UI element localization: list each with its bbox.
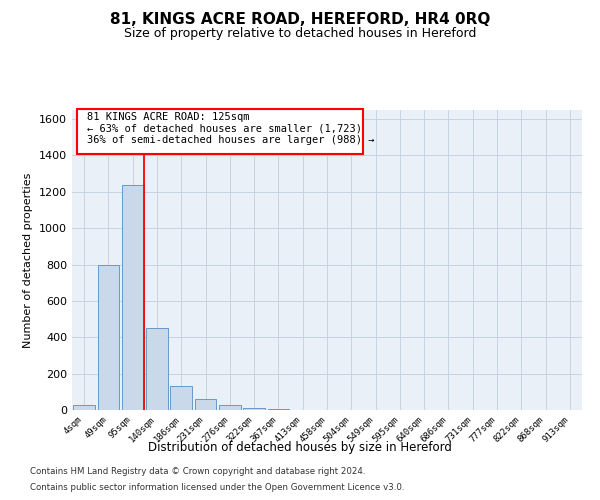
Bar (243, 408, 265, 410)
Bar (146, 328, 168, 410)
Text: 81 KINGS ACRE ROAD: 125sqm
← 63% of detached houses are smaller (1,723)
36% of s: 81 KINGS ACRE ROAD: 125sqm ← 63% of deta… (88, 112, 375, 144)
Bar (268, 409, 289, 410)
Bar (194, 399, 217, 410)
Text: Contains public sector information licensed under the Open Government Licence v3: Contains public sector information licen… (30, 484, 404, 492)
Bar (170, 386, 192, 410)
Text: Size of property relative to detached houses in Hereford: Size of property relative to detached ho… (124, 28, 476, 40)
Text: Distribution of detached houses by size in Hereford: Distribution of detached houses by size … (148, 441, 452, 454)
Bar (73, 406, 95, 410)
FancyBboxPatch shape (77, 108, 362, 154)
Y-axis label: Number of detached properties: Number of detached properties (23, 172, 34, 348)
Bar (219, 406, 241, 410)
Text: Contains HM Land Registry data © Crown copyright and database right 2024.: Contains HM Land Registry data © Crown c… (30, 467, 365, 476)
Bar (97, 264, 119, 410)
Bar (122, 184, 143, 410)
Text: 81, KINGS ACRE ROAD, HEREFORD, HR4 0RQ: 81, KINGS ACRE ROAD, HEREFORD, HR4 0RQ (110, 12, 490, 28)
